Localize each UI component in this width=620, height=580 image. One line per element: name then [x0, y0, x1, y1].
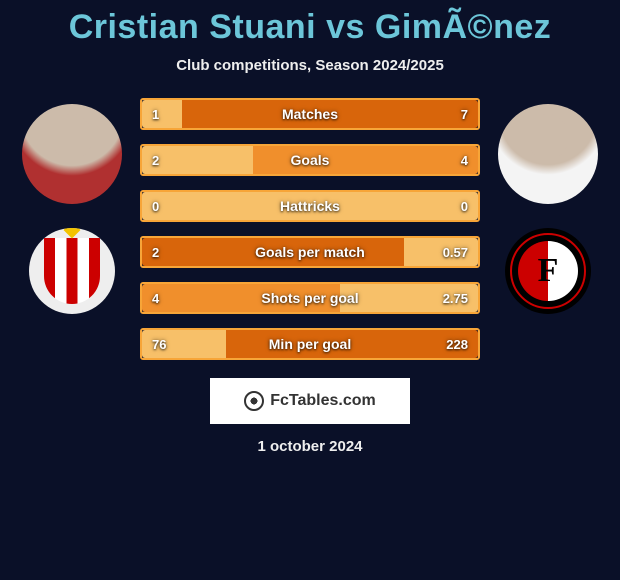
stat-row: 76228Min per goal [140, 328, 480, 360]
player2-avatar [498, 104, 598, 204]
ball-icon [244, 391, 264, 411]
stat-label: Goals per match [142, 238, 478, 266]
branding-badge: FcTables.com [210, 378, 410, 424]
title-vs: vs [326, 8, 365, 46]
player2-club-logo: F [505, 228, 591, 314]
stat-row: 17Matches [140, 98, 480, 130]
branding-text: FcTables.com [270, 392, 376, 410]
subtitle: Club competitions, Season 2024/2025 [176, 57, 444, 74]
comparison-card: Cristian Stuani vs GimÃ©nez Club competi… [0, 0, 620, 455]
date-label: 1 october 2024 [257, 438, 362, 455]
stat-row: 20.57Goals per match [140, 236, 480, 268]
stat-label: Matches [142, 100, 478, 128]
girona-crest-icon [44, 238, 100, 304]
right-side: F [498, 98, 598, 314]
stat-label: Goals [142, 146, 478, 174]
left-side [22, 98, 122, 314]
stat-label: Min per goal [142, 330, 478, 358]
player1-avatar [22, 104, 122, 204]
stat-label: Hattricks [142, 192, 478, 220]
stat-row: 00Hattricks [140, 190, 480, 222]
title-player2: GimÃ©nez [375, 8, 551, 46]
title-player1: Cristian Stuani [69, 8, 316, 46]
stat-row: 42.75Shots per goal [140, 282, 480, 314]
main-section: 17Matches 24Goals 00Hattricks 20.57Goals pe… [0, 98, 620, 360]
stat-label: Shots per goal [142, 284, 478, 312]
player1-club-logo [29, 228, 115, 314]
stat-row: 24Goals [140, 144, 480, 176]
stat-bars: 17Matches 24Goals 00Hattricks 20.57Goals pe… [140, 98, 480, 360]
page-title: Cristian Stuani vs GimÃ©nez [69, 8, 552, 47]
feyenoord-crest-icon: F [508, 231, 588, 311]
